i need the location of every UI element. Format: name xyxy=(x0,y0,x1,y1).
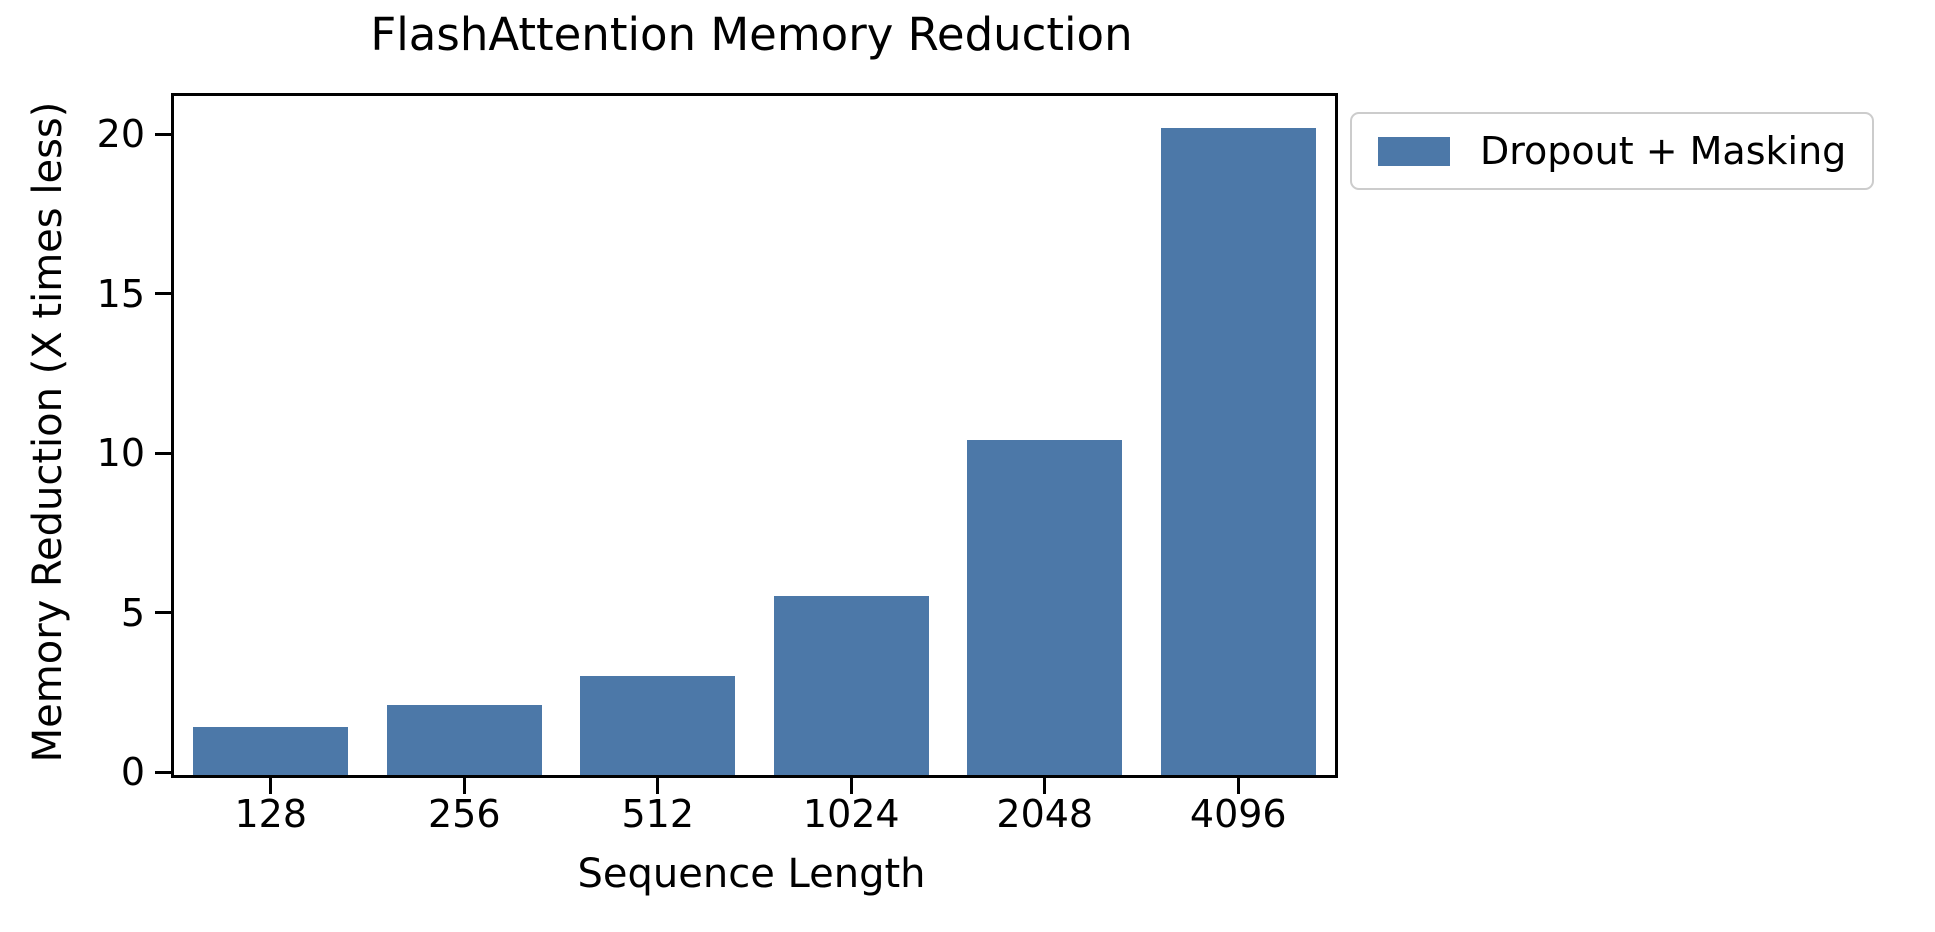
y-tick-mark-0 xyxy=(155,770,171,774)
bar-1024 xyxy=(773,596,929,775)
bar-4096 xyxy=(1160,127,1316,775)
y-tick-mark-20 xyxy=(155,132,171,136)
bar-128 xyxy=(193,727,349,775)
x-tick-label-4096: 4096 xyxy=(1189,792,1287,836)
bar-slot-2048 xyxy=(948,96,1142,775)
x-tick-label-2048: 2048 xyxy=(996,792,1094,836)
x-tick-label-256: 256 xyxy=(427,792,501,836)
bar-slot-1024 xyxy=(755,96,949,775)
bar-2048 xyxy=(967,440,1123,775)
chart-title: FlashAttention Memory Reduction xyxy=(370,8,1133,61)
legend-label: Dropout + Masking xyxy=(1480,129,1847,173)
bar-slot-128 xyxy=(174,96,368,775)
x-axis-label: Sequence Length xyxy=(577,851,926,897)
y-tick-mark-5 xyxy=(155,611,171,615)
bar-slot-512 xyxy=(561,96,755,775)
x-tick-label-128: 128 xyxy=(234,792,308,836)
y-tick-mark-10 xyxy=(155,451,171,455)
x-tick-mark-256 xyxy=(462,778,466,794)
x-tick-mark-128 xyxy=(269,778,273,794)
x-tick-mark-4096 xyxy=(1236,778,1240,794)
bar-512 xyxy=(580,676,736,775)
bar-slot-4096 xyxy=(1142,96,1336,775)
x-tick-mark-512 xyxy=(656,778,660,794)
x-tick-mark-1024 xyxy=(849,778,853,794)
plot-area xyxy=(171,93,1338,778)
y-axis-label: Memory Reduction (X times less) xyxy=(25,101,71,763)
y-tick-label-5: 5 xyxy=(120,590,145,635)
bars-container xyxy=(174,96,1335,775)
y-tick-mark-15 xyxy=(155,292,171,296)
y-tick-label-0: 0 xyxy=(120,750,145,794)
x-tick-mark-2048 xyxy=(1043,778,1047,794)
bar-slot-256 xyxy=(368,96,562,775)
x-tick-label-1024: 1024 xyxy=(802,792,900,836)
legend: Dropout + Masking xyxy=(1350,112,1875,190)
y-tick-label-20: 20 xyxy=(96,112,145,157)
y-tick-label-15: 15 xyxy=(96,271,145,316)
bar-256 xyxy=(386,704,542,775)
y-tick-label-10: 10 xyxy=(96,431,145,476)
legend-swatch xyxy=(1378,136,1450,166)
x-tick-label-512: 512 xyxy=(621,792,695,836)
